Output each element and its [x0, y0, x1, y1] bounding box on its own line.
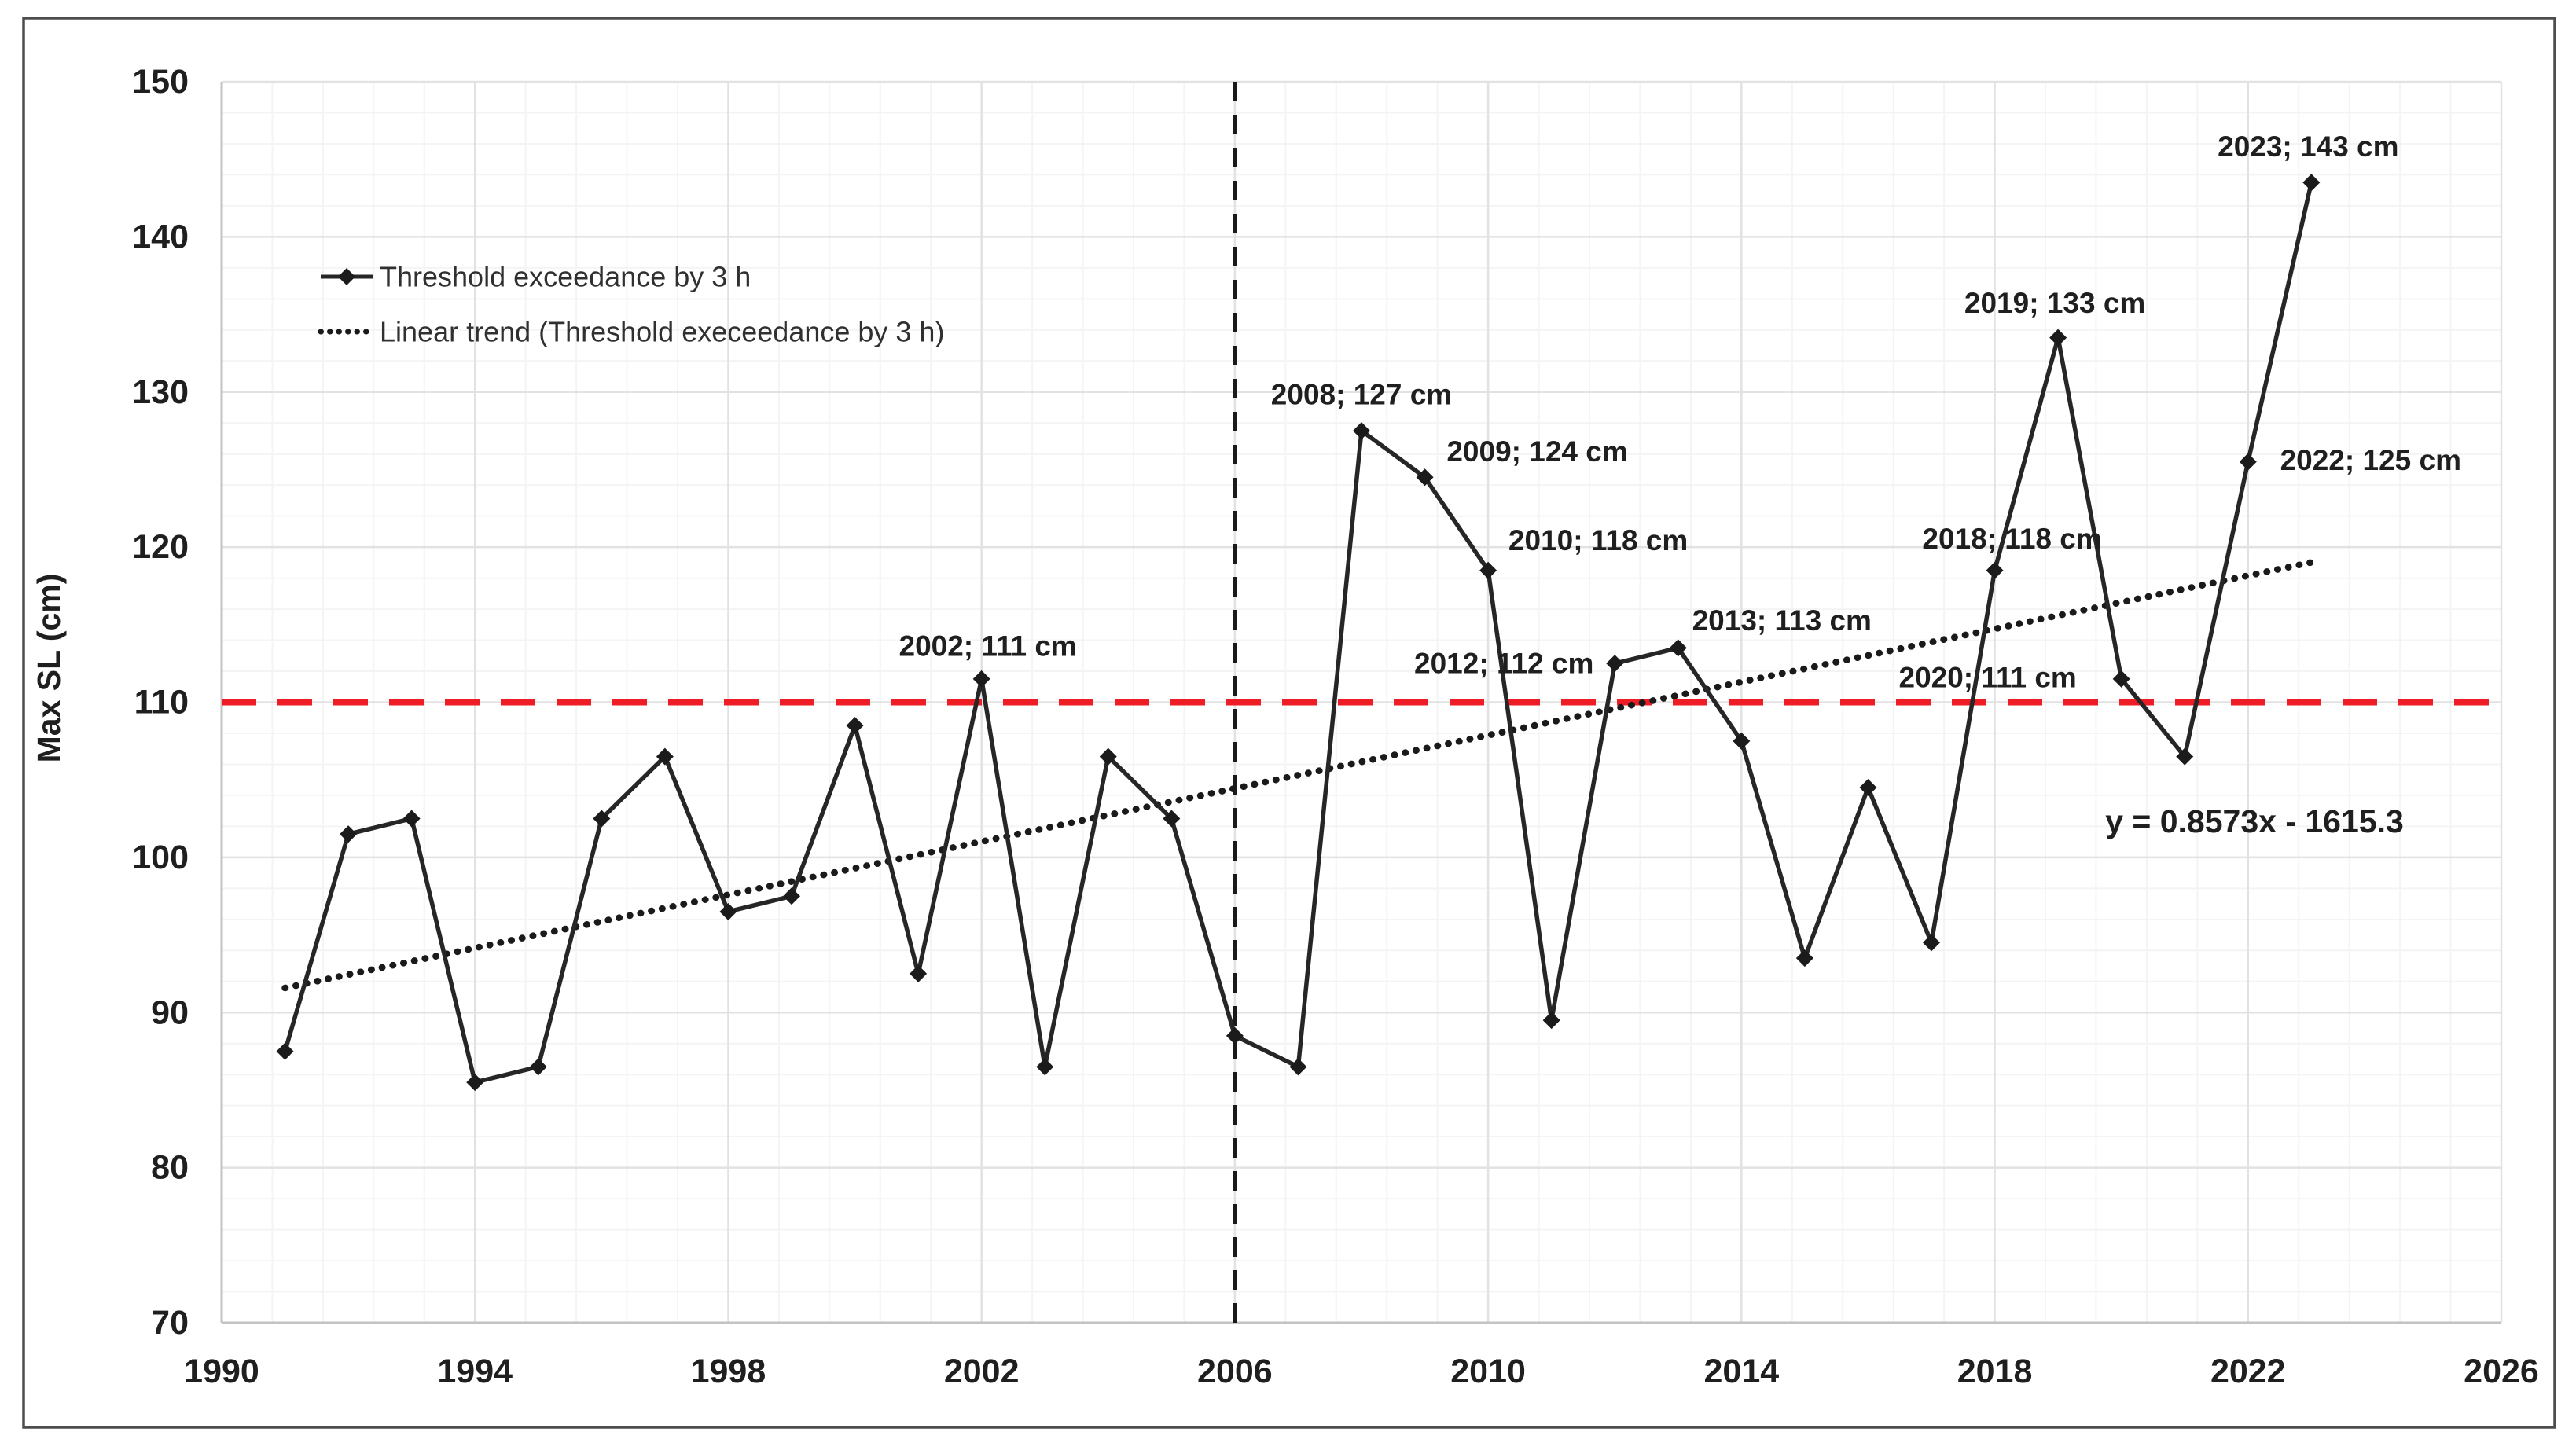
data-point-2001: [910, 964, 928, 982]
data-point-1995: [529, 1058, 547, 1076]
data-point-2019: [2049, 329, 2067, 347]
data-point-1991: [276, 1042, 294, 1060]
trend-equation-label: y = 0.8573x - 1615.3: [2105, 803, 2404, 839]
x-tick-label: 2022: [2210, 1353, 2286, 1390]
data-point-2023: [2302, 174, 2321, 192]
y-tick-label: 120: [132, 528, 189, 566]
data-point-2021: [2176, 747, 2194, 766]
y-tick-label: 100: [132, 839, 189, 876]
y-axis-title: Max SL (cm): [31, 574, 67, 763]
legend-sample-diamond-icon: [338, 268, 355, 285]
x-tick-label: 2002: [944, 1353, 1020, 1390]
data-point-2007: [1289, 1058, 1307, 1076]
x-tick-label: 2014: [1703, 1353, 1779, 1390]
data-point-2012: [1606, 655, 1624, 673]
data-point-1994: [466, 1074, 484, 1092]
data-point-1997: [656, 747, 674, 766]
data-point-1993: [402, 810, 421, 828]
trend-line: [281, 559, 2315, 992]
data-point-2020: [2112, 670, 2130, 688]
data-point-2002: [972, 670, 990, 688]
data-label-2019: 2019; 133 cm: [1964, 287, 2145, 319]
data-label-2013: 2013; 113 cm: [1692, 604, 1872, 637]
x-tick-label: 1998: [691, 1353, 766, 1390]
data-point-2022: [2239, 453, 2257, 471]
data-point-2000: [846, 717, 864, 735]
y-tick-label: 130: [132, 373, 189, 411]
data-point-2008: [1353, 422, 1370, 440]
data-point-1998: [719, 902, 737, 920]
data-point-2009: [1416, 468, 1434, 487]
data-point-1999: [783, 887, 800, 905]
data-label-2008: 2008; 127 cm: [1271, 379, 1452, 411]
legend-label-2: Linear trend (Threshold execeedance by 3…: [380, 316, 944, 348]
data-point-2015: [1795, 949, 1813, 967]
data-label-2018: 2018; 118 cm: [1922, 523, 2101, 555]
y-tick-label: 110: [134, 684, 189, 721]
data-point-1996: [593, 810, 611, 828]
data-point-2010: [1479, 561, 1497, 579]
x-tick-label: 2026: [2464, 1353, 2539, 1390]
legend-label-1: Threshold exceedance by 3 h: [380, 261, 751, 293]
y-tick-label: 140: [132, 218, 189, 255]
x-tick-label: 1994: [437, 1353, 513, 1390]
y-tick-label: 90: [151, 993, 189, 1031]
data-point-2005: [1163, 810, 1181, 828]
data-label-2020: 2020; 111 cm: [1899, 661, 2077, 693]
data-label-2009: 2009; 124 cm: [1446, 435, 1627, 468]
data-point-2017: [1923, 934, 1940, 952]
x-tick-label: 2010: [1450, 1353, 1526, 1390]
data-point-2004: [1099, 747, 1117, 766]
data-point-1992: [340, 825, 358, 843]
data-label-2002: 2002; 111 cm: [899, 630, 1077, 662]
data-point-2016: [1859, 779, 1877, 797]
y-tick-label: 80: [151, 1149, 189, 1187]
data-point-2011: [1542, 1012, 1560, 1030]
data-label-2012: 2012; 112 cm: [1414, 648, 1593, 680]
data-label-2023: 2023; 143 cm: [2218, 130, 2398, 163]
figure-border: [22, 17, 2556, 1429]
x-tick-label: 1990: [184, 1353, 259, 1390]
data-label-2022: 2022; 125 cm: [2280, 444, 2461, 476]
y-tick-label: 150: [132, 63, 189, 101]
data-point-2013: [1669, 639, 1687, 657]
data-point-2003: [1036, 1058, 1054, 1076]
data-point-2006: [1226, 1026, 1244, 1045]
x-tick-label: 2018: [1957, 1353, 2033, 1390]
data-point-2014: [1733, 732, 1751, 750]
data-point-2018: [1986, 561, 2004, 579]
data-label-2010: 2010; 118 cm: [1508, 524, 1688, 556]
x-tick-label: 2006: [1197, 1353, 1273, 1390]
y-tick-label: 70: [151, 1304, 189, 1342]
